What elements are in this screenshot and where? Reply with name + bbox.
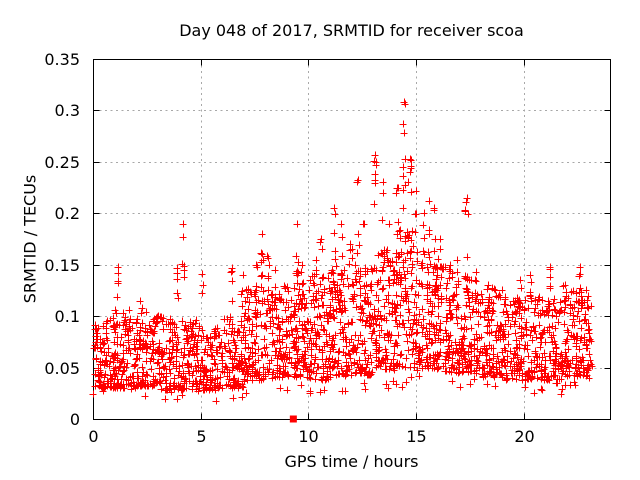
x-tick-label: 10 xyxy=(298,427,318,446)
y-tick-label: 0.25 xyxy=(44,153,80,172)
x-tick-label: 0 xyxy=(88,427,98,446)
chart-title: Day 048 of 2017, SRMTID for receiver sco… xyxy=(179,21,524,40)
y-tick-label: 0.2 xyxy=(55,204,80,223)
x-tick-label: 20 xyxy=(514,427,534,446)
y-tick-label: 0.05 xyxy=(44,359,80,378)
x-axis-label: GPS time / hours xyxy=(284,452,419,471)
y-tick-label: 0.3 xyxy=(55,101,80,120)
plot-border xyxy=(93,59,611,420)
y-tick-label: 0 xyxy=(70,410,80,429)
data-points xyxy=(89,98,596,405)
axis-ticks xyxy=(93,59,611,420)
x-tick-label: 5 xyxy=(196,427,206,446)
x-tick-label: 15 xyxy=(406,427,426,446)
y-tick-label: 0.1 xyxy=(55,307,80,326)
y-tick-label: 0.15 xyxy=(44,256,80,275)
event-marker-square xyxy=(289,415,297,423)
y-tick-label: 0.35 xyxy=(44,50,80,69)
